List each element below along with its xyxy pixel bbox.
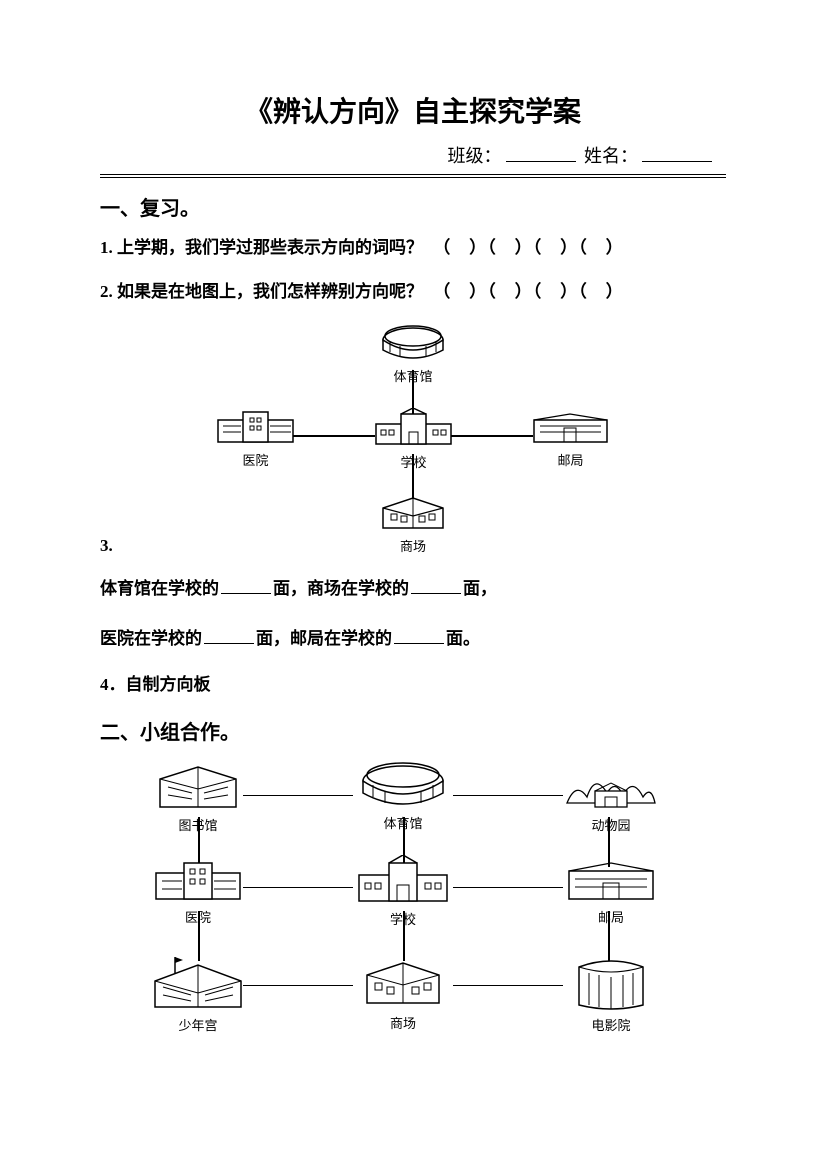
q2-text: 2. 如果是在地图上，我们怎样辨别方向呢？	[100, 282, 423, 301]
fill-c: 面，	[463, 579, 497, 598]
stadium-icon	[378, 322, 448, 364]
mall-icon	[373, 494, 453, 534]
node-zoo: 动物园	[561, 763, 661, 834]
class-blank[interactable]	[506, 144, 576, 162]
blank-a[interactable]	[221, 577, 271, 594]
mall2-icon	[355, 957, 451, 1011]
question-1: 1. 上学期，我们学过那些表示方向的词吗？ （ ）（ ）（ ）（ ）	[100, 235, 726, 261]
q1-blanks[interactable]: （ ）（ ）（ ）（ ）	[433, 238, 624, 257]
label-post: 邮局	[528, 450, 613, 469]
edge-r1-a	[243, 795, 353, 797]
label-mall: 商场	[373, 536, 453, 555]
node-mall: 商场	[373, 494, 453, 555]
fill-a: 体育馆在学校的	[100, 579, 219, 598]
diagram-cross: 体育馆 医院 学校	[193, 322, 633, 542]
question-4: 4．自制方向板	[100, 672, 726, 698]
label-stadium: 体育馆	[378, 366, 448, 385]
cinema-icon	[559, 953, 663, 1013]
school-icon	[371, 408, 456, 450]
fill-d: 医院在学校的	[100, 629, 202, 648]
diagram-grid: 图书馆 体育馆 动物园 医院	[133, 759, 693, 1059]
blank-d[interactable]	[204, 627, 254, 644]
node-school2: 学校	[351, 855, 455, 928]
youth-icon	[145, 955, 251, 1013]
library-icon	[148, 763, 248, 813]
hospital2-icon	[148, 859, 248, 905]
blank-e[interactable]	[394, 627, 444, 644]
label-cinema: 电影院	[559, 1015, 663, 1034]
node-cinema: 电影院	[559, 953, 663, 1034]
node-stadium: 体育馆	[378, 322, 448, 385]
fill-b: 面，商场在学校的	[273, 579, 409, 598]
label-hospital2: 医院	[148, 907, 248, 926]
fill-line-2: 医院在学校的 面，邮局在学校的 面。	[100, 622, 726, 656]
label-post2: 邮局	[561, 907, 661, 926]
blank-b[interactable]	[411, 577, 461, 594]
label-library: 图书馆	[148, 815, 248, 834]
zoo-icon	[561, 763, 661, 813]
label-youth: 少年宫	[145, 1015, 251, 1034]
node-school: 学校	[371, 408, 456, 471]
label-zoo: 动物园	[561, 815, 661, 834]
label-school: 学校	[371, 452, 456, 471]
class-label: 班级：	[448, 146, 502, 166]
post2-icon	[561, 861, 661, 905]
fill-line-1: 体育馆在学校的 面，商场在学校的 面，	[100, 572, 726, 606]
section1-heading: 一、复习。	[100, 192, 726, 221]
edge-r3-b	[453, 985, 563, 987]
stadium2-icon	[355, 759, 451, 811]
school2-icon	[351, 855, 455, 907]
fill-e: 面，邮局在学校的	[256, 629, 392, 648]
question-2: 2. 如果是在地图上，我们怎样辨别方向呢？ （ ）（ ）（ ）（ ）	[100, 279, 726, 305]
edge-r2-a	[243, 887, 353, 889]
name-blank[interactable]	[642, 144, 712, 162]
edge-r3-a	[243, 985, 353, 987]
node-mall2: 商场	[355, 957, 451, 1032]
student-info-line: 班级： 姓名：	[100, 142, 726, 168]
q1-text: 1. 上学期，我们学过那些表示方向的词吗？	[100, 238, 423, 257]
edge-e	[451, 435, 533, 437]
label-hospital: 医院	[213, 450, 298, 469]
node-hospital2: 医院	[148, 859, 248, 926]
edge-r1-b	[453, 795, 563, 797]
post-icon	[528, 412, 613, 448]
node-post: 邮局	[528, 412, 613, 469]
node-post2: 邮局	[561, 861, 661, 926]
name-label: 姓名：	[584, 146, 638, 166]
hospital-icon	[213, 408, 298, 448]
edge-r2-b	[453, 887, 563, 889]
label-stadium2: 体育馆	[355, 813, 451, 832]
q2-blanks[interactable]: （ ）（ ）（ ）（ ）	[433, 282, 624, 301]
edge-w	[293, 435, 375, 437]
label-mall2: 商场	[355, 1013, 451, 1032]
fill-f: 面。	[446, 629, 480, 648]
header-divider	[100, 174, 726, 178]
node-library: 图书馆	[148, 763, 248, 834]
page-title: 《辨认方向》自主探究学案	[100, 90, 726, 130]
node-hospital: 医院	[213, 408, 298, 469]
node-youth: 少年宫	[145, 955, 251, 1034]
section2-heading: 二、小组合作。	[100, 716, 726, 745]
label-school2: 学校	[351, 909, 455, 928]
node-stadium2: 体育馆	[355, 759, 451, 832]
